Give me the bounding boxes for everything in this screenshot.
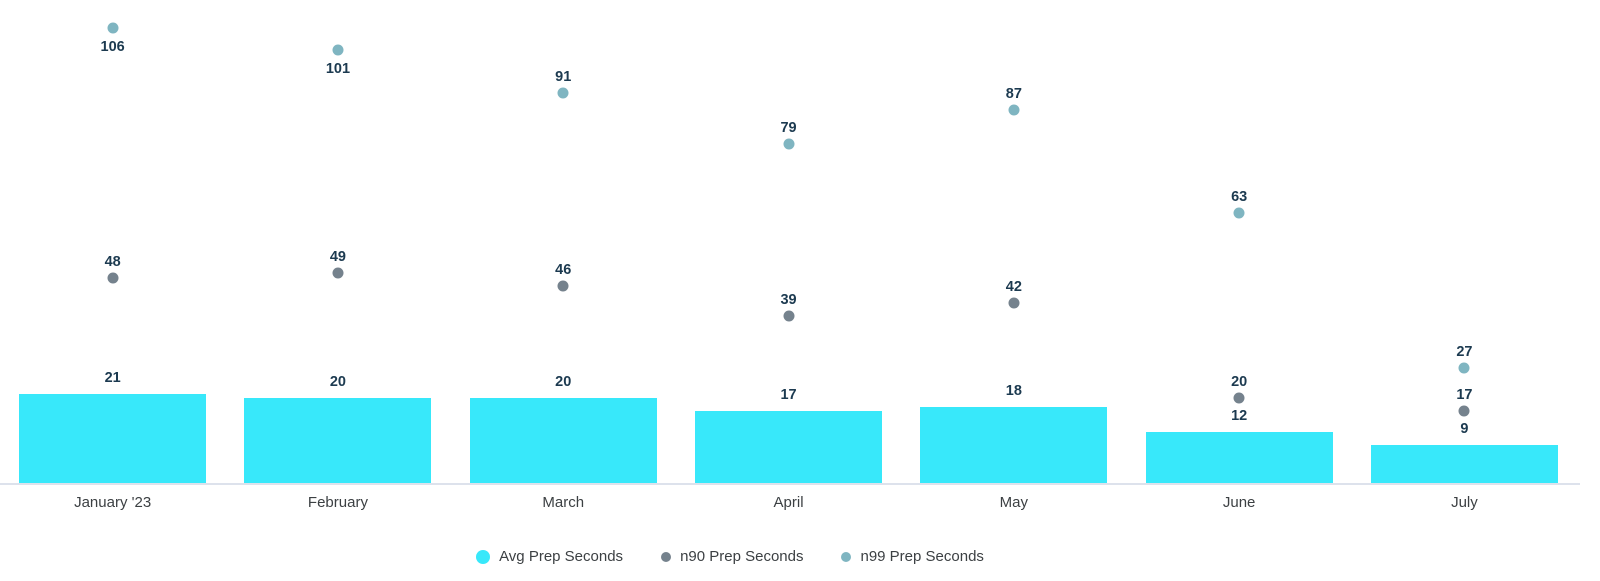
x-axis-label: July	[1451, 494, 1478, 511]
point-value-label: 17	[1456, 386, 1473, 403]
x-axis-label: January '23	[74, 494, 152, 511]
n90-point[interactable]	[557, 280, 569, 292]
point-value-label: 42	[1005, 279, 1022, 296]
n90-point[interactable]	[107, 272, 119, 284]
point-value-label: 79	[780, 120, 797, 137]
bar-avg-prep-seconds[interactable]	[469, 398, 657, 484]
point-value-label: 27	[1456, 343, 1473, 360]
x-axis-label: May	[999, 494, 1029, 511]
legend-item-n99-prep-seconds[interactable]: n99 Prep Seconds	[841, 548, 984, 565]
point-value-label: 49	[329, 249, 347, 266]
point-value-label: 48	[104, 253, 121, 270]
point-value-label: 101	[325, 60, 351, 77]
point-value-label: 39	[780, 292, 797, 309]
n90-point[interactable]	[1233, 392, 1245, 404]
bar-value-label: 18	[1005, 382, 1022, 399]
bar-avg-prep-seconds[interactable]	[19, 393, 207, 484]
point-value-label: 87	[1005, 85, 1022, 102]
n99-point[interactable]	[557, 87, 569, 99]
x-axis-label: March	[542, 494, 585, 511]
bar-value-label: 12	[1231, 408, 1248, 425]
n90-point[interactable]	[1458, 405, 1470, 417]
x-axis-label: April	[773, 494, 804, 511]
legend-label-avg: Avg Prep Seconds	[499, 548, 624, 565]
n90-point[interactable]	[1008, 297, 1020, 309]
n99-point[interactable]	[332, 44, 344, 56]
point-value-label: 91	[555, 68, 572, 85]
legend-item-n90-prep-seconds[interactable]: n90 Prep Seconds	[661, 548, 803, 565]
bar-value-label: 20	[329, 373, 347, 390]
n99-point[interactable]	[1233, 207, 1245, 219]
x-axis-label: June	[1222, 494, 1256, 511]
n99-point[interactable]	[1458, 362, 1470, 374]
bar-avg-prep-seconds[interactable]	[1370, 445, 1558, 484]
n99-point[interactable]	[783, 138, 795, 150]
legend-label-n90: n90 Prep Seconds	[680, 548, 804, 565]
x-axis-line	[0, 483, 1580, 485]
legend-item-avg-prep-seconds[interactable]: Avg Prep Seconds	[476, 548, 623, 565]
n90-point[interactable]	[783, 310, 795, 322]
bar-avg-prep-seconds[interactable]	[244, 398, 432, 484]
n90-point[interactable]	[332, 267, 344, 279]
bar-avg-prep-seconds[interactable]	[1145, 432, 1333, 484]
bar-avg-prep-seconds[interactable]	[920, 406, 1108, 484]
point-value-label: 46	[555, 261, 572, 278]
bar-avg-prep-seconds[interactable]	[695, 410, 883, 484]
bar-value-label: 9	[1460, 421, 1469, 438]
bar-value-label: 17	[780, 386, 797, 403]
chart-legend: Avg Prep Seconds n90 Prep Seconds n99 Pr…	[0, 548, 1460, 565]
n99-point[interactable]	[107, 22, 119, 34]
legend-n90-circle-icon	[661, 551, 672, 562]
legend-avg-circle-icon	[476, 549, 491, 564]
point-value-label: 106	[100, 38, 125, 55]
bar-value-label: 20	[555, 373, 572, 390]
point-value-label: 63	[1231, 188, 1248, 205]
n99-point[interactable]	[1008, 104, 1020, 116]
bar-value-label: 21	[104, 369, 121, 386]
legend-label-n99: n99 Prep Seconds	[860, 548, 984, 565]
x-axis-label: February	[307, 494, 368, 511]
point-value-label: 20	[1231, 373, 1248, 390]
legend-n99-circle-icon	[841, 551, 852, 562]
